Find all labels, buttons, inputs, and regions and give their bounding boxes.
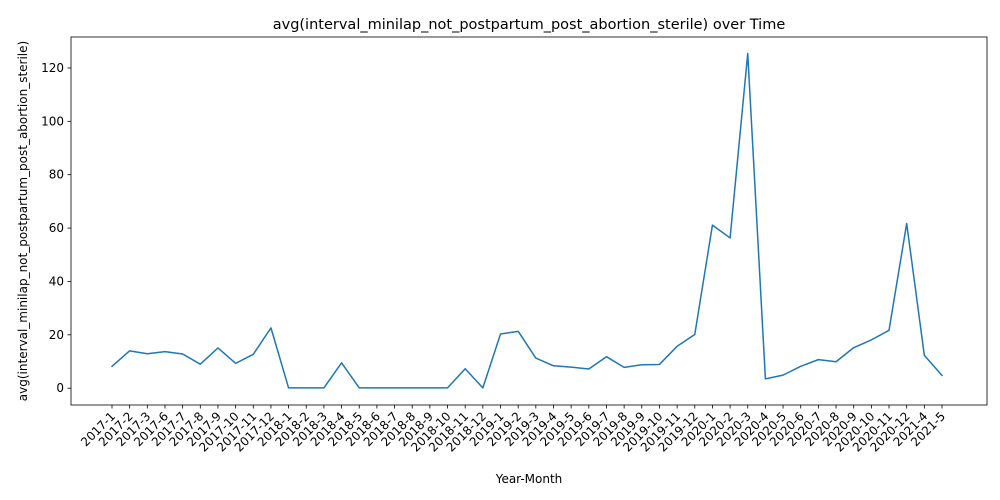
series-line [110, 52, 944, 389]
y-tick-label: 60 [49, 221, 64, 235]
plot-frame [70, 36, 988, 406]
y-tick-label: 100 [41, 114, 64, 128]
y-tick-label: 120 [41, 61, 64, 75]
plot-area [71, 37, 987, 405]
x-axis-label: Year-Month [495, 472, 563, 486]
y-tick-label: 80 [49, 168, 64, 182]
y-tick-label: 20 [49, 328, 64, 342]
y-tick-label: 40 [49, 274, 64, 288]
y-axis-label: avg(interval_minilap_not_postpartum_post… [16, 41, 30, 401]
chart-title: avg(interval_minilap_not_postpartum_post… [273, 17, 786, 33]
x-axis-ticks: 2017-12017-22017-32017-62017-72017-82017… [78, 405, 948, 455]
y-tick-label: 0 [56, 381, 64, 395]
y-axis-ticks: 0 20 40 60 80 100 120 [41, 61, 71, 395]
